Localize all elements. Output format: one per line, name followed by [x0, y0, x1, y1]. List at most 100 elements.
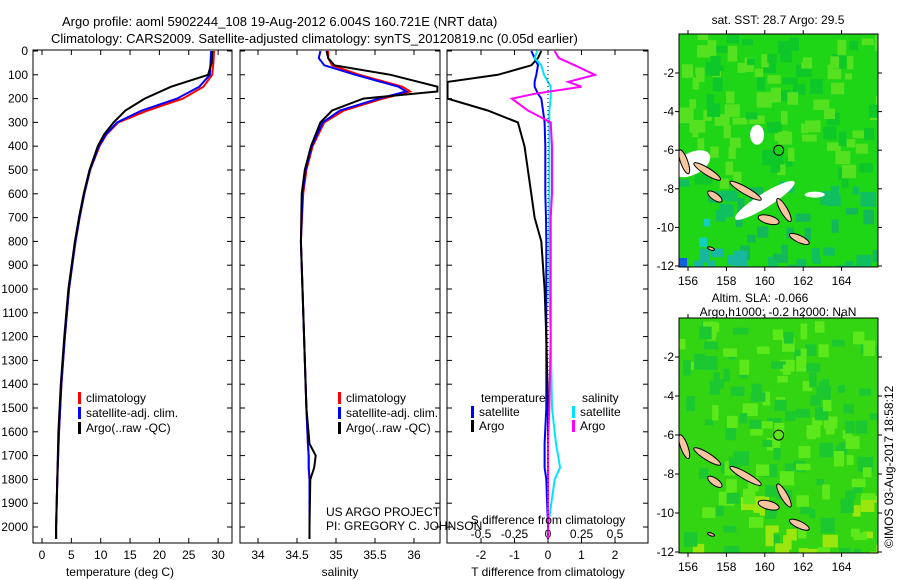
island-shape — [707, 246, 715, 251]
legend-1-1-swatch — [338, 407, 341, 419]
sst-map — [679, 34, 878, 267]
depth-tick-label: 1300 — [1, 353, 28, 367]
legend-0-1-swatch — [78, 407, 81, 419]
sdiff-xlabel: S difference from climatology — [471, 513, 626, 527]
diff-t-satellite-line — [530, 50, 549, 539]
map-lon-label: 156 — [678, 274, 698, 288]
salinity-xlabel: salinity — [322, 565, 359, 579]
island-shape — [693, 447, 722, 466]
temperature-xlabel: temperature (deg C) — [66, 565, 174, 579]
map-lon-label: 164 — [832, 560, 852, 574]
sla-map-title1: Altim. SLA: -0.066 — [712, 291, 809, 305]
x-tick-label: 5 — [68, 548, 75, 562]
island-shape — [707, 532, 715, 537]
x-tick-label: 0 — [545, 548, 552, 562]
salinity-satellite-adj-line — [299, 50, 409, 539]
map-lat-label: -10 — [657, 220, 675, 234]
x-tick-label: 10 — [94, 548, 108, 562]
tdiff-xlabel: T difference from climatology — [471, 565, 625, 579]
legend-t-satellite-swatch — [471, 406, 474, 418]
salinity-Argoraw-line — [299, 50, 439, 539]
map-lon-label: 162 — [793, 274, 813, 288]
map-lon-label: 162 — [793, 560, 813, 574]
map-lat-label: -12 — [657, 545, 675, 559]
depth-tick-label: 1800 — [1, 472, 28, 486]
map-lat-label: -6 — [663, 428, 674, 442]
island-shape — [729, 180, 762, 201]
legend-1-0-swatch — [338, 392, 341, 404]
s-diff-tick-label: -0.25 — [501, 527, 529, 541]
island-shape — [679, 149, 691, 175]
sst-map-title: sat. SST: 28.7 Argo: 29.5 — [712, 13, 845, 27]
credit-label: ©IMOS 03-Aug-2017 18:58:12 — [882, 385, 896, 548]
depth-tick-label: 1700 — [1, 449, 28, 463]
s-diff-tick-label: 0.25 — [570, 527, 594, 541]
project-label: US ARGO PROJECT — [326, 505, 441, 519]
island-shape — [788, 518, 810, 531]
map-lat-label: -8 — [663, 467, 674, 481]
map-lat-label: -10 — [657, 506, 675, 520]
depth-tick-label: 700 — [8, 211, 28, 225]
map-lat-label: -8 — [663, 182, 674, 196]
island-shape — [757, 214, 780, 226]
argo-location-marker — [773, 429, 785, 441]
depth-tick-label: 600 — [8, 187, 28, 201]
panel-frame-1 — [239, 49, 441, 544]
legend-0-2-label: Argo(..raw -QC) — [86, 421, 171, 435]
island-shape — [788, 232, 810, 246]
x-tick-label: -1 — [509, 548, 520, 562]
depth-tick-label: 1100 — [2, 306, 28, 320]
island-shape — [679, 434, 691, 460]
legend-s-satellite-label: satellite — [580, 405, 621, 419]
legend-salinity-title: salinity — [582, 391, 619, 405]
depth-tick-label: 1200 — [1, 330, 28, 344]
legend-t-argo-swatch — [471, 420, 474, 432]
map-lat-label: -4 — [663, 105, 674, 119]
s-diff-tick-label: 0.5 — [607, 527, 624, 541]
temperature-satellite-adj-line — [55, 50, 213, 539]
depth-tick-label: 200 — [8, 92, 28, 106]
x-tick-label: 25 — [182, 548, 196, 562]
legend-1-2-label: Argo(..raw -QC) — [346, 421, 431, 435]
depth-tick-label: 900 — [8, 258, 28, 272]
x-tick-label: 34.5 — [285, 548, 309, 562]
legend-1-2-swatch — [338, 422, 341, 434]
map-lat-label: -6 — [663, 143, 674, 157]
diff-s-satellite-line — [533, 50, 562, 539]
island-shape — [776, 197, 792, 223]
legend-s-argo-swatch — [572, 420, 575, 432]
island-shape — [707, 190, 723, 203]
legend-1-1-label: satellite-adj. clim. — [346, 406, 438, 420]
depth-tick-label: 0 — [21, 44, 28, 58]
map-lat-label: -4 — [663, 389, 674, 403]
title-line2: Climatology: CARS2009. Satellite-adjuste… — [51, 31, 578, 46]
legend-1-0-label: climatology — [346, 391, 406, 405]
island-shape — [776, 483, 792, 508]
map-lat-label: -12 — [657, 259, 675, 273]
legend-0-0-swatch — [78, 392, 81, 404]
depth-tick-label: 100 — [8, 68, 28, 82]
x-tick-label: 36 — [407, 548, 421, 562]
legend-t-satellite-label: satellite — [479, 405, 520, 419]
sla-map-title2: Argo h1000: -0.2 h2000: NaN — [700, 305, 857, 319]
legend-0-2-swatch — [78, 422, 81, 434]
temperature-Argoraw-line — [55, 50, 214, 539]
island-shape — [707, 475, 723, 488]
island-shape — [693, 162, 722, 181]
map-lat-label: -2 — [663, 66, 674, 80]
depth-tick-label: 1000 — [1, 282, 28, 296]
legend-t-argo-label: Argo — [479, 419, 505, 433]
diff-s-argo-line — [509, 50, 598, 539]
x-tick-label: 34 — [251, 548, 265, 562]
depth-tick-label: 1500 — [1, 401, 28, 415]
map-lon-label: 164 — [832, 274, 852, 288]
x-tick-label: 0 — [39, 548, 46, 562]
legend-s-satellite-swatch — [572, 406, 575, 418]
diff-t-argo-line — [447, 50, 549, 539]
depth-tick-label: 300 — [8, 115, 28, 129]
x-tick-label: 2 — [612, 548, 619, 562]
panel-frame-0 — [32, 49, 233, 544]
title-line1: Argo profile: aoml 5902244_108 19-Aug-20… — [62, 14, 497, 29]
temperature-climatology-line — [55, 50, 215, 539]
argo-location-marker — [773, 144, 785, 156]
